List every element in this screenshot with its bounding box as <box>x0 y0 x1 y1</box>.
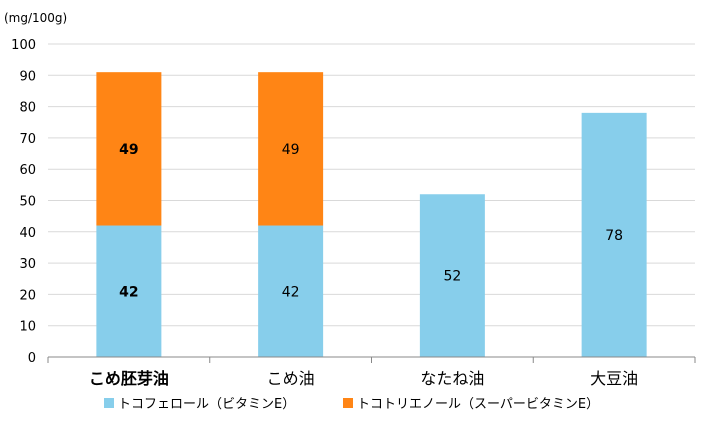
data-label: 42 <box>119 284 138 300</box>
x-axis: こめ胚芽油 こめ油 なたね油 大豆油 <box>47 356 696 388</box>
x-category-label: 大豆油 <box>590 369 638 388</box>
legend-swatch <box>104 398 114 408</box>
bar-segment <box>581 112 647 357</box>
x-category-label: こめ胚芽油 <box>89 369 169 388</box>
bar-segment <box>258 225 324 357</box>
y-tick-label: 20 <box>19 288 36 303</box>
y-tick-label: 80 <box>19 101 36 116</box>
y-tick-label: 60 <box>19 163 36 178</box>
bar-segment <box>96 72 162 226</box>
y-tick-label: 30 <box>19 257 36 272</box>
legend-label: トコトリエノール（スーパービタミンE） <box>357 397 599 412</box>
legend: トコフェロール（ビタミンE） トコトリエノール（スーパービタミンE） <box>104 397 599 412</box>
y-tick-label: 90 <box>19 69 36 84</box>
y-tick-label: 0 <box>28 351 36 366</box>
legend-swatch <box>343 398 353 408</box>
data-label: 49 <box>119 142 138 158</box>
y-tick-label: 50 <box>19 195 36 210</box>
x-category-label: こめ油 <box>267 369 315 388</box>
y-axis-unit-label: (mg/100g) <box>4 11 67 25</box>
bars: 42 49 42 49 52 78 <box>96 72 647 357</box>
bar-segment <box>258 72 324 226</box>
x-category-label: なたね油 <box>420 369 484 388</box>
data-label: 52 <box>443 269 461 285</box>
y-tick-label: 70 <box>19 132 36 147</box>
y-axis-ticks: 0 10 20 30 40 50 60 70 80 90 100 <box>11 38 36 366</box>
data-label: 42 <box>282 284 300 300</box>
legend-label: トコフェロール（ビタミンE） <box>118 397 295 412</box>
data-label: 78 <box>605 228 623 244</box>
bar-segment <box>96 225 162 357</box>
y-tick-label: 10 <box>19 320 36 335</box>
data-label: 49 <box>282 142 300 158</box>
y-tick-label: 40 <box>19 226 36 241</box>
bar-segment <box>419 194 485 357</box>
y-tick-label: 100 <box>11 38 36 53</box>
